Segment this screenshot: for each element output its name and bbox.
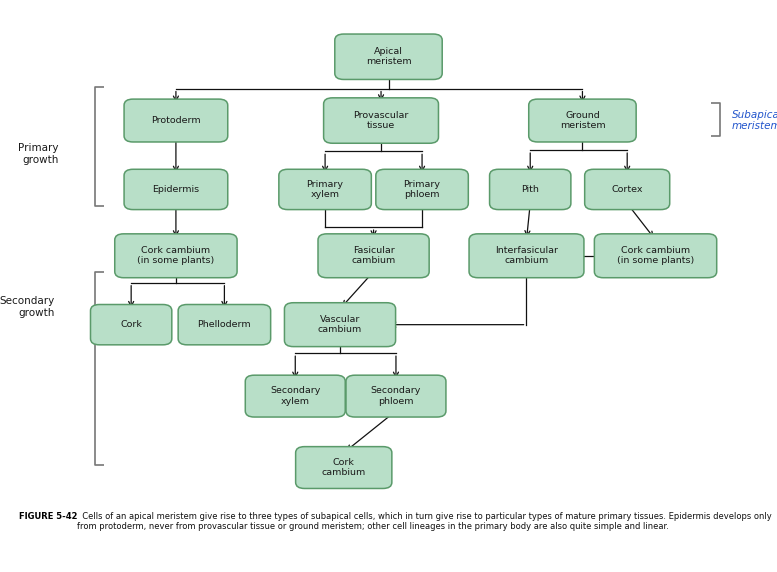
FancyBboxPatch shape — [124, 169, 228, 209]
FancyBboxPatch shape — [318, 234, 429, 278]
FancyBboxPatch shape — [490, 169, 571, 209]
Text: Secondary
growth: Secondary growth — [0, 296, 54, 317]
FancyBboxPatch shape — [295, 447, 392, 488]
Text: Ground
meristem: Ground meristem — [559, 111, 605, 130]
Text: Primary
xylem: Primary xylem — [307, 180, 343, 199]
Text: Cork cambium
(in some plants): Cork cambium (in some plants) — [617, 246, 694, 265]
Text: Vascular
cambium: Vascular cambium — [318, 315, 362, 335]
Text: Cork: Cork — [120, 320, 142, 329]
FancyBboxPatch shape — [124, 99, 228, 142]
Text: Cork cambium
(in some plants): Cork cambium (in some plants) — [138, 246, 214, 265]
Text: Primary
phloem: Primary phloem — [403, 180, 441, 199]
Text: Fasicular
cambium: Fasicular cambium — [351, 246, 395, 265]
Text: Secondary
xylem: Secondary xylem — [270, 387, 320, 406]
FancyBboxPatch shape — [279, 169, 371, 209]
FancyBboxPatch shape — [469, 234, 584, 278]
Text: Apical
meristem: Apical meristem — [366, 47, 411, 66]
FancyBboxPatch shape — [90, 304, 172, 345]
FancyBboxPatch shape — [323, 98, 438, 143]
FancyBboxPatch shape — [346, 375, 446, 417]
FancyBboxPatch shape — [594, 234, 716, 278]
FancyBboxPatch shape — [376, 169, 469, 209]
Text: Cork
cambium: Cork cambium — [322, 458, 366, 477]
Text: Pith: Pith — [521, 185, 539, 194]
Text: Epidermis: Epidermis — [152, 185, 200, 194]
Text: Subapical
meristem: Subapical meristem — [732, 110, 777, 132]
FancyBboxPatch shape — [178, 304, 270, 345]
FancyBboxPatch shape — [115, 234, 237, 278]
FancyBboxPatch shape — [528, 99, 636, 142]
Text: Interfasicular
cambium: Interfasicular cambium — [495, 246, 558, 265]
Text: Provascular
tissue: Provascular tissue — [354, 111, 409, 130]
FancyBboxPatch shape — [246, 375, 345, 417]
Text: Cells of an apical meristem give rise to three types of subapical cells, which i: Cells of an apical meristem give rise to… — [77, 512, 772, 531]
Text: Phelloderm: Phelloderm — [197, 320, 251, 329]
FancyBboxPatch shape — [335, 34, 442, 80]
Text: Cortex: Cortex — [611, 185, 643, 194]
Text: Primary
growth: Primary growth — [19, 143, 59, 165]
Text: FIGURE 5-42: FIGURE 5-42 — [19, 512, 78, 521]
Text: Protoderm: Protoderm — [151, 116, 200, 125]
FancyBboxPatch shape — [284, 303, 395, 347]
FancyBboxPatch shape — [584, 169, 670, 209]
Text: Secondary
phloem: Secondary phloem — [371, 387, 421, 406]
